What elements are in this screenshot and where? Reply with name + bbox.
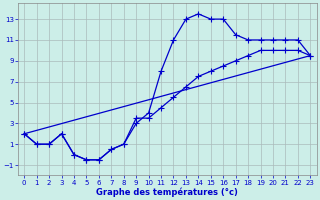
X-axis label: Graphe des températures (°c): Graphe des températures (°c): [96, 187, 238, 197]
